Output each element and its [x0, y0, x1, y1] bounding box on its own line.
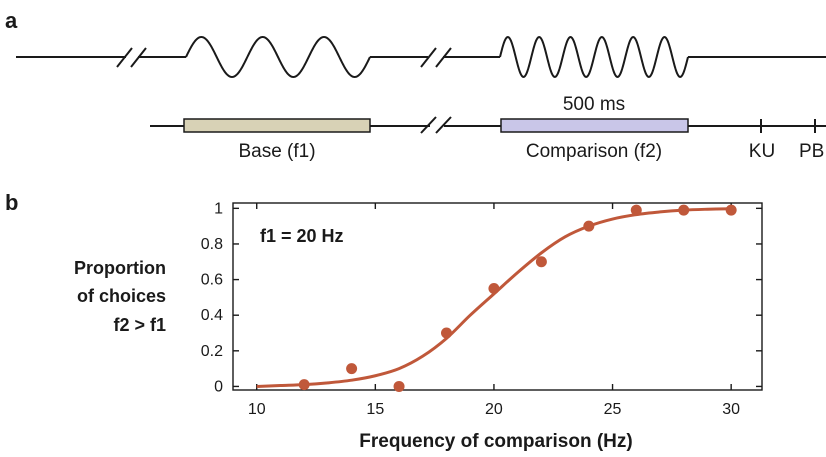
data-point	[488, 282, 500, 294]
y-tick-label: 0.6	[201, 272, 223, 289]
f1-annotation: f1 = 20 Hz	[260, 226, 344, 246]
plot-frame	[232, 202, 763, 391]
x-tick-label: 30	[722, 401, 740, 418]
data-point	[678, 204, 690, 216]
comparison-label: Comparison (f2)	[526, 141, 662, 162]
y-tick-label: 0.8	[201, 236, 223, 253]
y-tick-label: 0.2	[201, 343, 223, 360]
data-point	[630, 204, 642, 216]
y-tick-label: 0	[214, 378, 223, 395]
timeline-break-mark	[420, 116, 452, 134]
y-axis-label-line-3: f2 > f1	[113, 315, 166, 335]
data-point	[440, 327, 452, 339]
x-tick-label: 25	[604, 401, 622, 418]
x-tick-label: 15	[366, 401, 384, 418]
base-stimulus-bar	[183, 118, 371, 133]
data-point	[393, 380, 405, 392]
duration-label: 500 ms	[563, 94, 625, 115]
comparison-sine-wave	[499, 35, 689, 79]
data-point	[346, 363, 358, 375]
data-point	[535, 256, 547, 268]
data-point	[583, 220, 595, 232]
comparison-stimulus-bar	[500, 118, 689, 133]
y-tick-label: 0.4	[201, 307, 223, 324]
pb-label: PB	[799, 141, 824, 162]
panel-a-letter: a	[5, 8, 18, 33]
panel-b-letter: b	[5, 190, 18, 215]
y-axis-label-line-1: Proportion	[74, 258, 166, 278]
ku-label: KU	[749, 141, 775, 162]
base-sine-wave	[185, 35, 371, 79]
data-point	[725, 204, 737, 216]
base-label: Base (f1)	[238, 141, 315, 162]
y-tick-label: 1	[214, 200, 223, 217]
x-tick-label: 10	[248, 401, 266, 418]
x-tick-label: 20	[485, 401, 503, 418]
stimulus-waveform	[16, 35, 826, 79]
data-point	[298, 379, 310, 391]
psychometric-chart: 10 15 20 25 30 0 0.2 0.4 0.6 0.8 1	[201, 200, 763, 418]
y-axis-label-line-2: of choices	[77, 286, 166, 306]
x-axis-title: Frequency of comparison (Hz)	[359, 431, 632, 452]
